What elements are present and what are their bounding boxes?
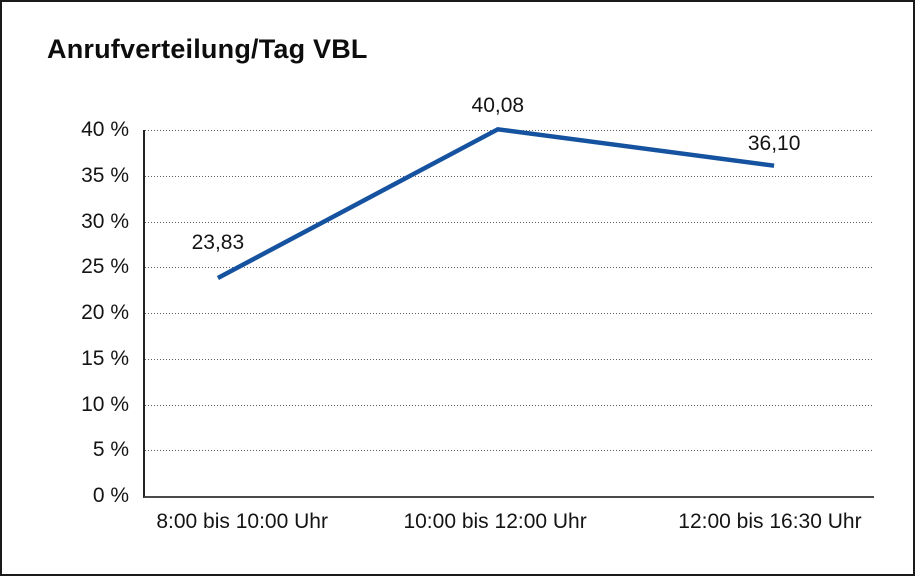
y-tick-label: 35 % (81, 163, 129, 187)
x-tick-label: 10:00 bis 12:00 Uhr (403, 510, 587, 533)
y-tick-label: 0 % (92, 484, 129, 507)
series-line (216, 127, 775, 280)
data-point-label: 40,08 (471, 94, 525, 118)
data-point-label: 23,83 (191, 230, 245, 254)
data-line (216, 127, 775, 280)
gridline (145, 267, 874, 269)
y-tick-label: 25 % (81, 255, 129, 279)
y-tick-label: 30 % (81, 209, 129, 233)
y-tick-label: 20 % (81, 301, 129, 324)
data-point-label: 36,10 (747, 131, 801, 155)
gridline (145, 221, 874, 223)
y-tick-label: 5 % (92, 438, 129, 462)
gridline (145, 313, 874, 314)
gridline (145, 175, 874, 177)
plot-area: 23,83 40,08 36,10 (143, 95, 874, 498)
x-tick-label: 12:00 bis 16:30 Uhr (678, 510, 862, 533)
y-tick-label: 10 % (81, 392, 129, 416)
y-tick-label: 15 % (81, 346, 129, 370)
chart-title: Anrufverteilung/Tag VBL (47, 34, 368, 64)
gridline (145, 358, 874, 360)
x-tick-label: 8:00 bis 10:00 Uhr (156, 510, 328, 533)
gridline (145, 450, 874, 452)
y-tick-label: 40 % (81, 118, 129, 141)
gridline (145, 404, 874, 406)
